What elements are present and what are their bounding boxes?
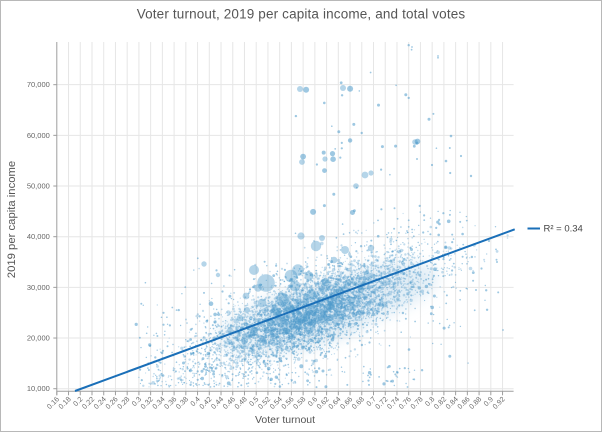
svg-text:20,000: 20,000 [27,334,50,343]
svg-text:10,000: 10,000 [27,384,50,393]
svg-text:2019 per capita income: 2019 per capita income [6,161,18,278]
svg-text:60,000: 60,000 [27,131,50,140]
svg-text:Voter turnout, 2019 per capita: Voter turnout, 2019 per capita income, a… [137,7,466,22]
svg-text:30,000: 30,000 [27,283,50,292]
svg-text:Voter turnout: Voter turnout [255,414,315,426]
svg-text:70,000: 70,000 [27,80,50,89]
svg-text:40,000: 40,000 [27,232,50,241]
svg-text:50,000: 50,000 [27,182,50,191]
